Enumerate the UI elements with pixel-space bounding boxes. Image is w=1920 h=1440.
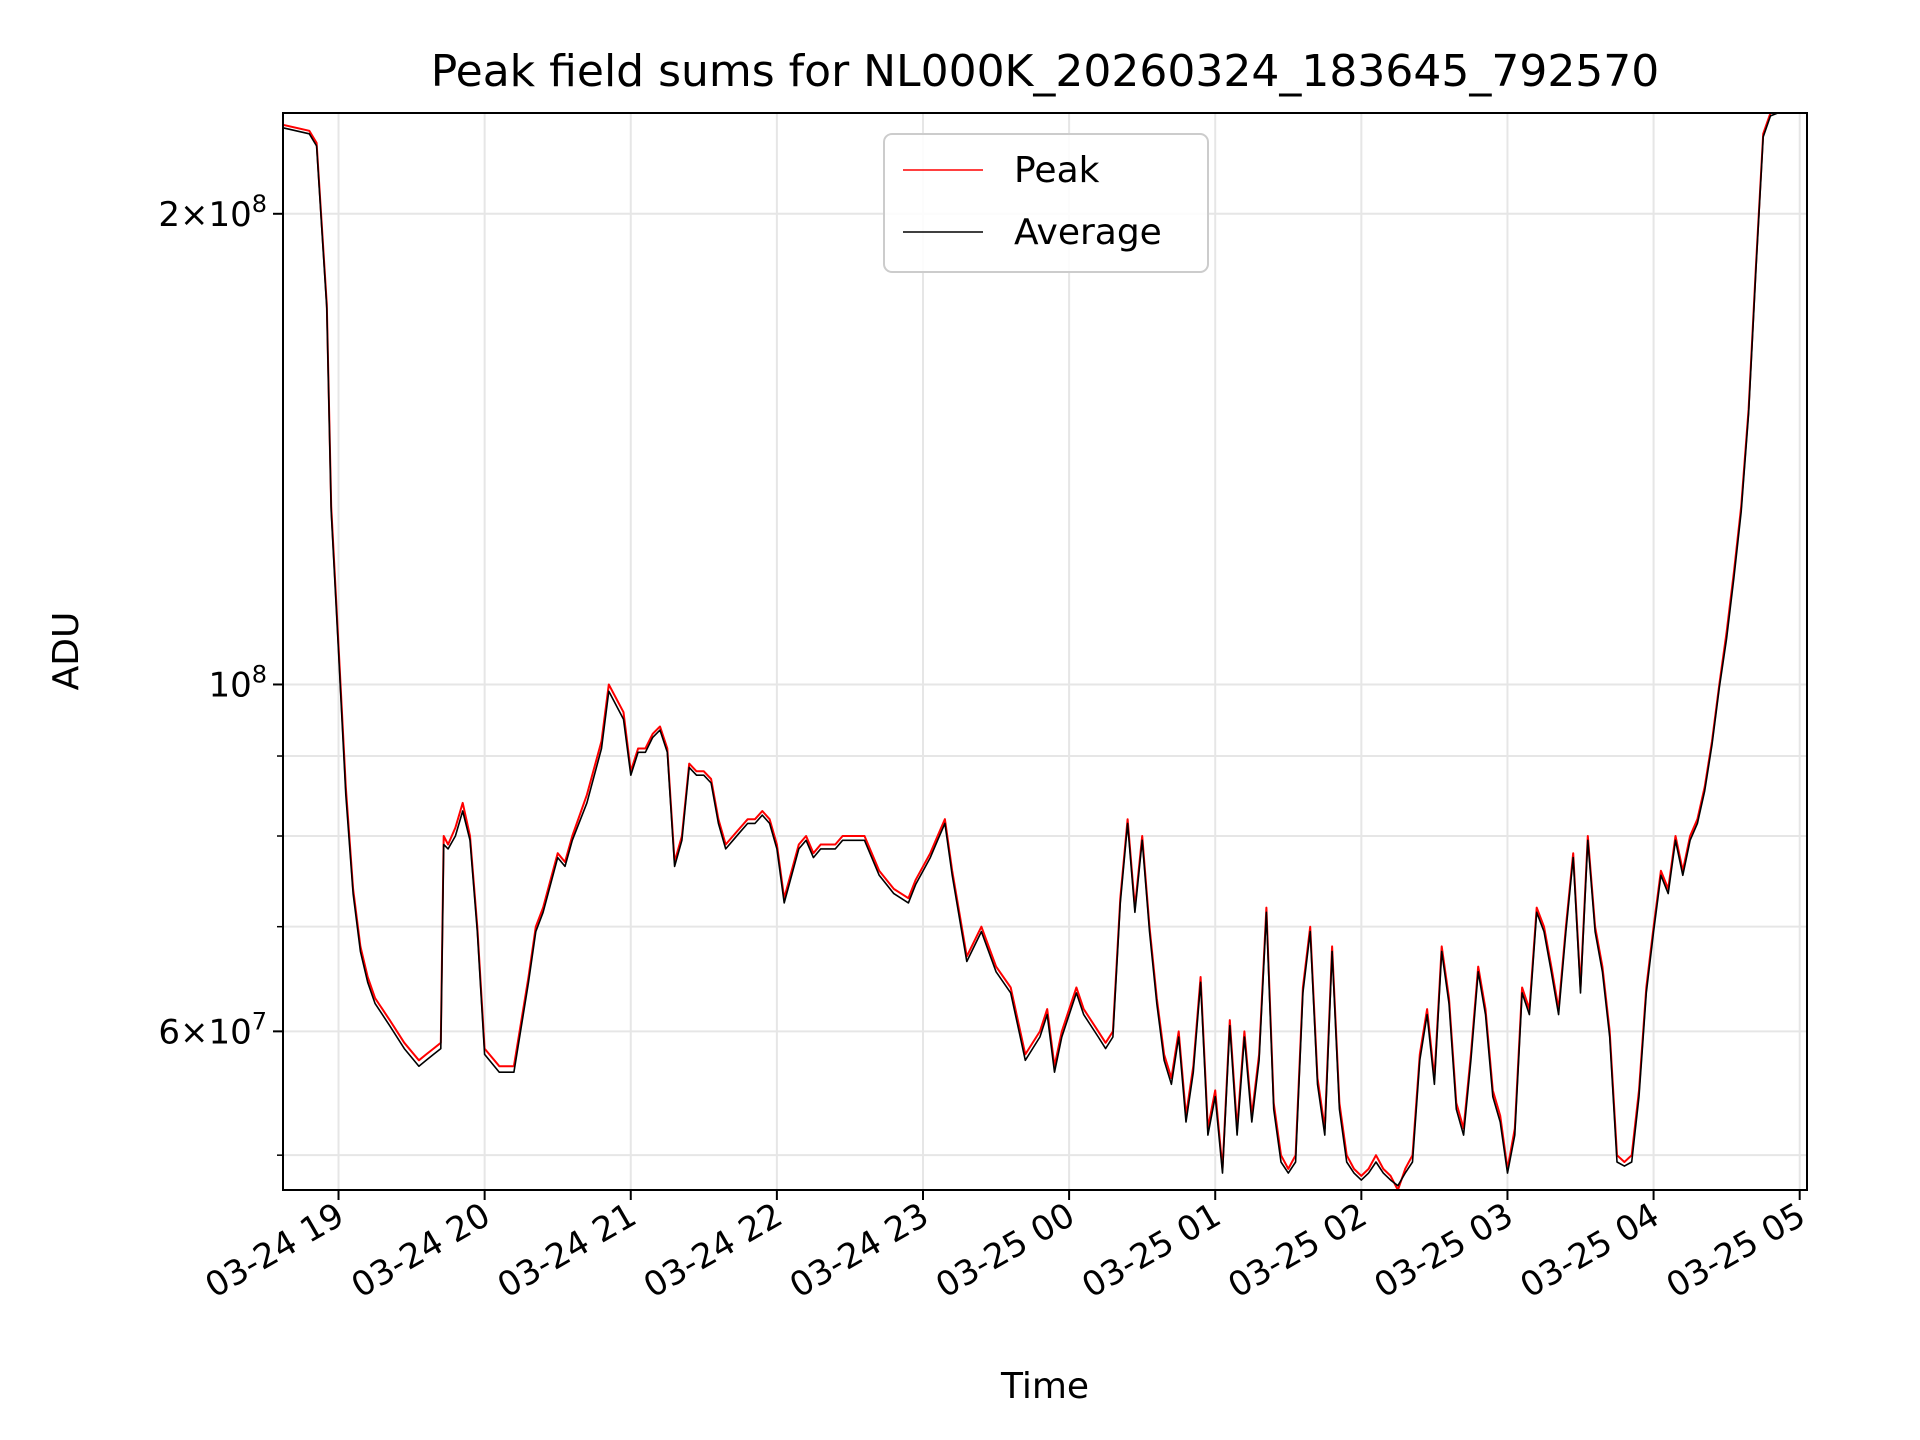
x-tick-label: 03-25 05 (1660, 1195, 1812, 1306)
y-tick-label: 6×107 (158, 1007, 267, 1052)
x-tick-label: 03-25 03 (1368, 1195, 1520, 1306)
x-tick-label: 03-24 19 (199, 1195, 351, 1306)
legend-label-average: Average (1014, 212, 1162, 253)
x-tick-label: 03-24 21 (491, 1195, 643, 1306)
x-tick-label: 03-25 01 (1075, 1195, 1227, 1306)
plot-frame (282, 112, 1808, 1191)
y-tick-label: 2×108 (158, 190, 267, 235)
legend: Peak Average (883, 133, 1209, 273)
series-line-average (282, 112, 1779, 1187)
y-axis-ticks: 6×107 108 2×108 (158, 190, 283, 1156)
x-tick-label: 03-25 04 (1514, 1195, 1666, 1306)
x-tick-label: 03-24 23 (783, 1195, 935, 1306)
y-tick-label: 108 (208, 660, 267, 705)
x-tick-label: 03-24 22 (637, 1195, 789, 1306)
y-axis-label: ADU (46, 612, 87, 691)
chart-title: Peak field sums for NL000K_20260324_1836… (431, 46, 1660, 97)
x-tick-label: 03-25 02 (1221, 1195, 1373, 1306)
legend-label-peak: Peak (1014, 150, 1100, 191)
x-tick-label: 03-24 20 (345, 1195, 497, 1306)
x-axis-label: Time (1000, 1366, 1089, 1407)
plot-series (282, 112, 1779, 1191)
series-line-peak (282, 112, 1778, 1191)
legend-box (883, 133, 1209, 273)
grid-lines (283, 113, 1807, 1190)
x-tick-label: 03-25 00 (929, 1195, 1081, 1306)
